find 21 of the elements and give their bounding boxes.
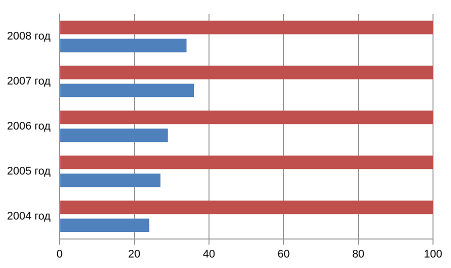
bar — [60, 66, 433, 80]
bar — [60, 200, 433, 214]
y-tick-label: 2005 год — [7, 165, 52, 178]
bar — [60, 38, 187, 52]
bar — [60, 84, 194, 98]
x-tick-label: 100 — [424, 248, 442, 260]
bar — [60, 110, 433, 124]
bar — [60, 156, 433, 170]
x-tick-label: 0 — [56, 248, 63, 260]
bar — [60, 20, 433, 34]
bar — [60, 218, 150, 232]
y-tick-label: 2004 год — [7, 210, 52, 222]
x-tick-label: 60 — [278, 248, 290, 260]
bar — [60, 128, 168, 142]
y-tick-label: 2007 год — [7, 75, 52, 88]
y-tick-label: 2006 год — [7, 120, 52, 132]
y-tick-label: 2008 год — [7, 30, 52, 43]
bar — [60, 174, 160, 188]
x-tick-label: 40 — [202, 248, 216, 260]
x-tick-label: 80 — [352, 248, 364, 260]
x-tick-label: 20 — [128, 248, 140, 260]
